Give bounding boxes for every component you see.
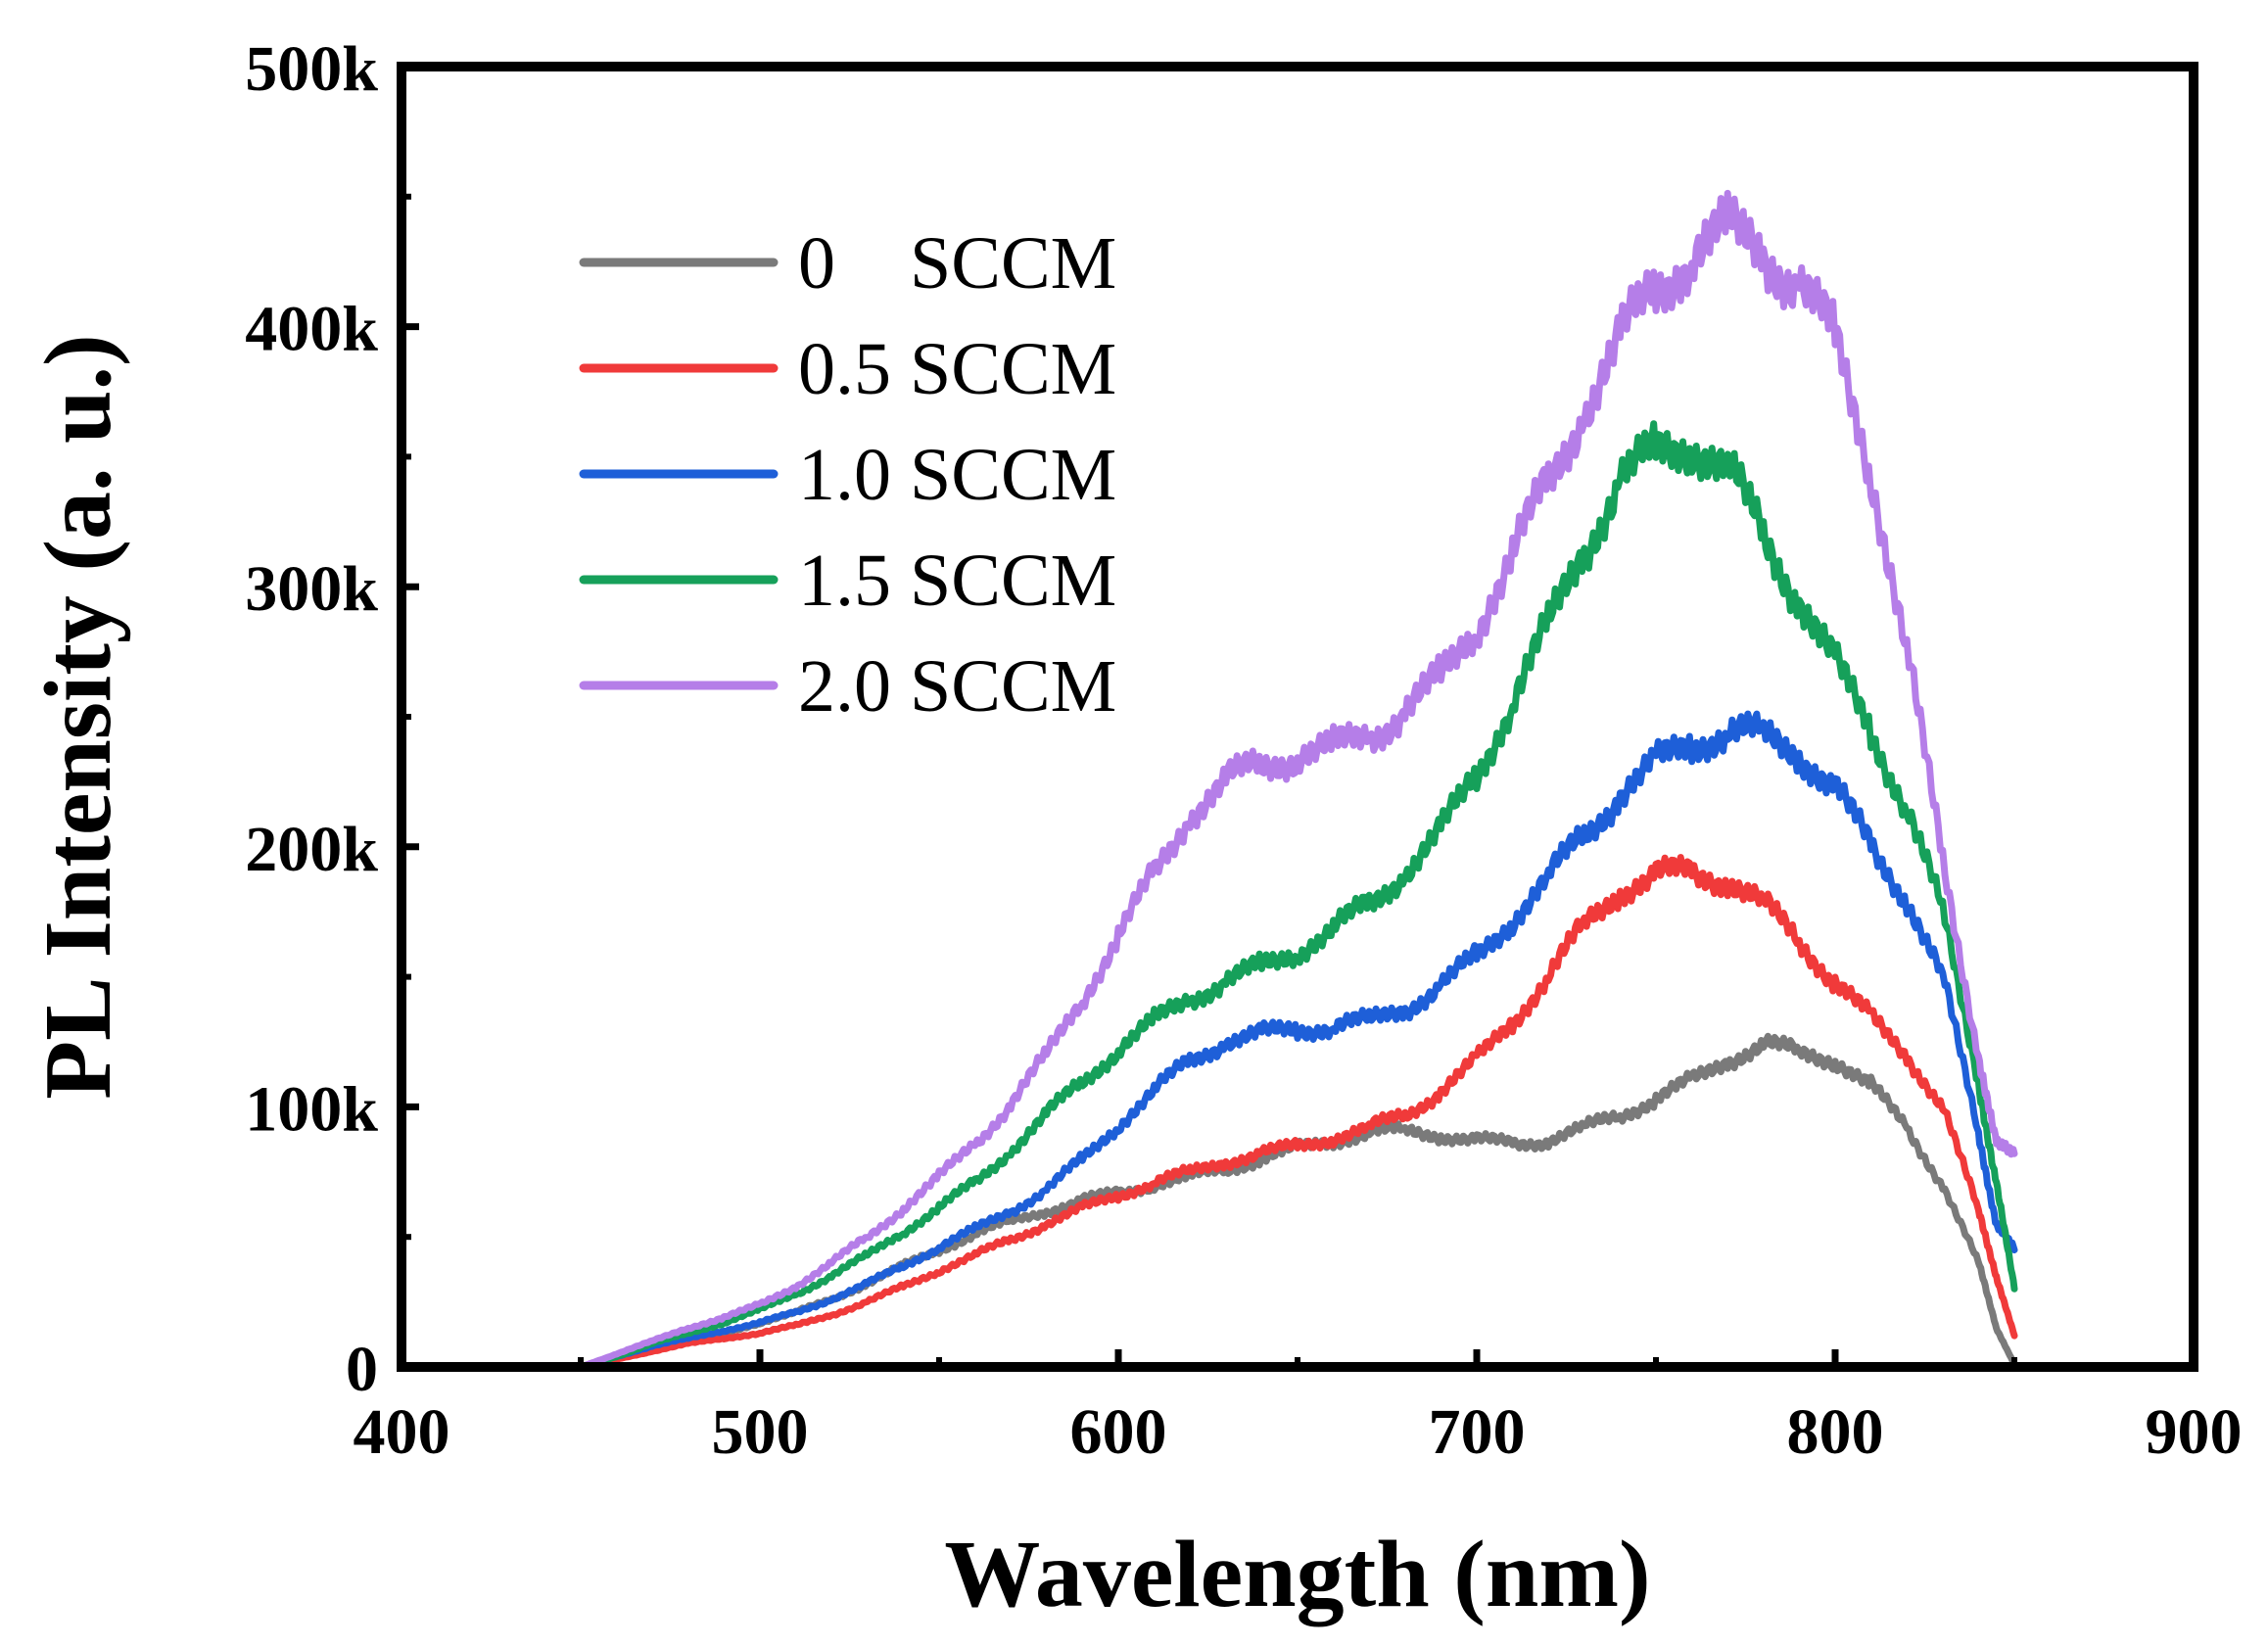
x-tick-label: 900 (2146, 1396, 2243, 1468)
x-tick-label: 400 (354, 1396, 450, 1468)
y-tick-label: 500k (245, 33, 378, 105)
legend-label: 1.5 SCCM (798, 540, 1116, 622)
legend-label: 0.5 SCCM (798, 328, 1116, 410)
legend-label: 2.0 SCCM (798, 645, 1116, 728)
x-tick-label: 600 (1070, 1396, 1167, 1468)
x-tick-label: 800 (1787, 1396, 1884, 1468)
series-line-1 (577, 854, 2018, 1371)
y-tick-label: 0 (346, 1334, 378, 1405)
legend-label: 0 SCCM (798, 222, 1116, 305)
legend-label: 1.0 SCCM (798, 434, 1116, 516)
y-tick-label: 300k (245, 553, 378, 625)
x-axis-title: Wavelength (nm) (944, 1522, 1650, 1627)
y-axis-title: PL Intensity (a. u.) (25, 334, 131, 1099)
series-line-3 (577, 420, 2018, 1371)
x-tick-label: 500 (712, 1396, 809, 1468)
series-layer (577, 189, 2018, 1371)
y-tick-label: 400k (245, 294, 378, 365)
series-line-4 (577, 189, 2018, 1371)
x-axis-ticks: 400 500 600 700 800 900 (354, 1349, 2243, 1468)
y-tick-label: 100k (245, 1073, 378, 1145)
x-tick-label: 700 (1429, 1396, 1526, 1468)
series-line-2 (577, 710, 2018, 1371)
y-tick-label: 200k (245, 814, 378, 885)
legend: 0 SCCM 0.5 SCCM 1.0 SCCM 1.5 SCCM 2.0 SCCM (579, 222, 1116, 728)
y-axis-ticks: 0 100k 200k 300k 400k 500k (245, 33, 419, 1405)
